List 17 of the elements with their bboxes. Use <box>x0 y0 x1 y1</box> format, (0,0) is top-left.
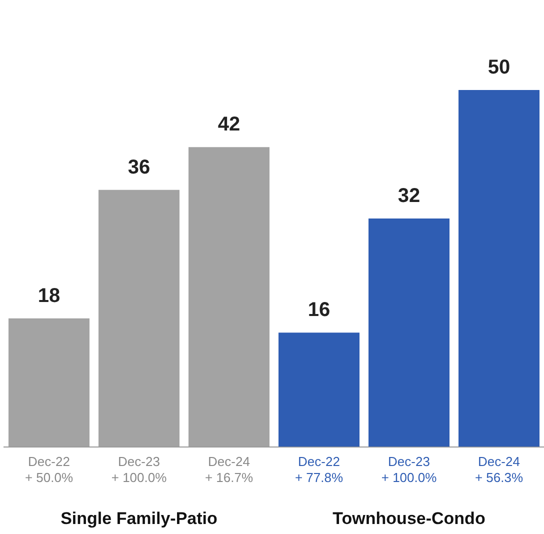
text: Townhouse-Condo <box>332 509 486 528</box>
text: Single Family-Patio <box>60 509 218 528</box>
bar <box>278 332 360 447</box>
bar <box>368 218 450 447</box>
data-label: 18 <box>38 284 60 307</box>
data-label: 36 <box>128 156 150 178</box>
data-label: 32 <box>398 184 420 207</box>
data-label: 16 <box>308 299 330 322</box>
x-tick-label: Dec-22 + 50.0% <box>24 454 74 485</box>
x-tick-label: Dec-24 + 16.7% <box>204 454 254 485</box>
x-tick-label: Dec-23 + 100.0% <box>111 454 168 485</box>
data-label: 42 <box>218 114 240 136</box>
data-label: 50 <box>488 56 510 79</box>
x-tick-label: Dec-23 + 100.0% <box>381 454 438 485</box>
bar <box>458 90 540 447</box>
x-tick-label: Dec-22 + 77.8% <box>294 454 344 485</box>
x-tick-label: Dec-24 + 56.3% <box>474 454 524 485</box>
